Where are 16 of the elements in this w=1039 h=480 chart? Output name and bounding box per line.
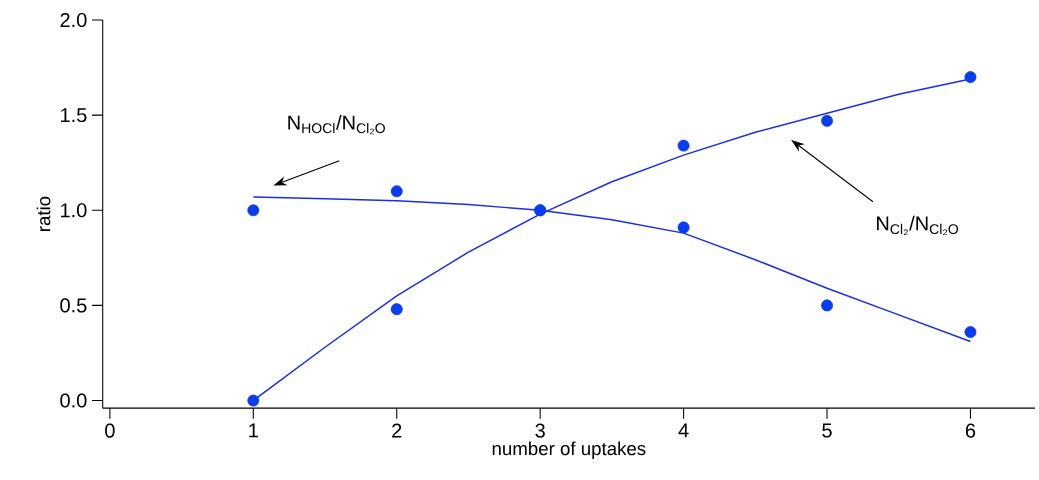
x-tick-label: 0 — [105, 423, 115, 438]
y-tick-label: 0.5 — [60, 298, 87, 313]
x-tick-label: 3 — [535, 423, 545, 438]
y-tick-label: 1.0 — [61, 203, 87, 218]
y-axis-title: ratio — [36, 196, 51, 231]
annotation: N$_{Cl₂}$/N$_{Cl₂O}$ — [877, 215, 959, 236]
x-tick-label: 6 — [965, 423, 976, 438]
x-axis-title: number of uptakes — [492, 441, 646, 459]
x-tick-label: 1 — [249, 423, 258, 438]
y-tick-label: 1.5 — [61, 108, 87, 123]
x-tick-label: 2 — [392, 423, 402, 438]
y-tick-label: 0.0 — [60, 393, 87, 408]
y-tick-label: 2.0 — [60, 12, 87, 28]
x-tick-label: 4 — [678, 423, 689, 438]
x-tick-label: 5 — [822, 423, 832, 438]
annotation: N$_{HOCl}$/N$_{Cl₂O}$ — [288, 114, 385, 135]
